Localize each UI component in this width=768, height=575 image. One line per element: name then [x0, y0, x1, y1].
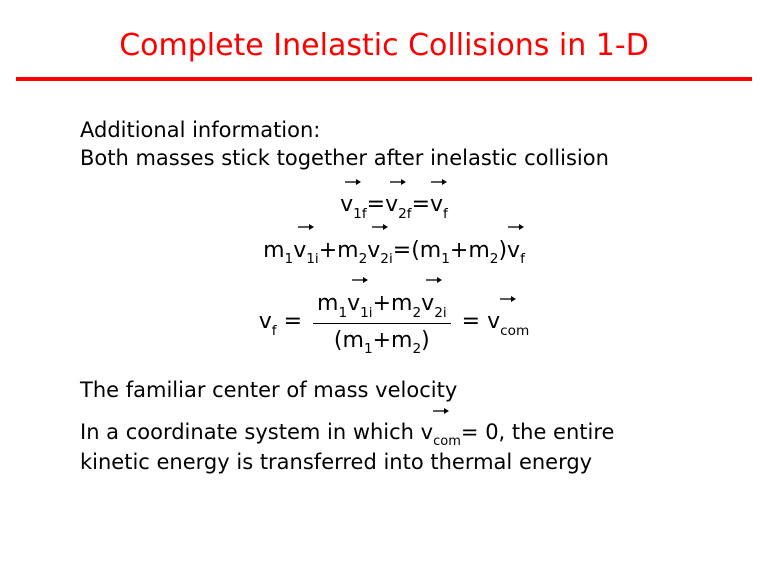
vec-v2i: v2i: [421, 289, 447, 320]
intro-line1: Additional information:: [80, 118, 320, 142]
equation-1: v1f = v2f = vf: [80, 190, 708, 221]
vec-vcom: vcom: [421, 419, 461, 449]
fraction: m1 v1i +m2 v2i (m1+m2): [313, 289, 451, 357]
outro-text: The familiar center of mass velocity In …: [80, 377, 708, 477]
equation-2: m1 v1i +m2 v2i =(m1+m2) vf: [80, 236, 708, 267]
vector-arrow-icon: [432, 407, 450, 415]
vec-vf: vf: [507, 236, 525, 267]
vector-arrow-icon: [499, 295, 517, 303]
intro-line2: Both masses stick together after inelast…: [80, 146, 609, 170]
vec-vf: vf: [430, 190, 448, 221]
vec-v1i: v1i: [293, 236, 319, 267]
vec-v2i: v2i: [367, 236, 393, 267]
equation-3: vf = m1 v1i +m2 v2i (m1+m2): [80, 289, 708, 357]
vector-arrow-icon: [507, 223, 525, 231]
vector-arrow-icon: [297, 223, 315, 231]
vector-arrow-icon: [430, 178, 448, 186]
vec-v2f: v2f: [385, 190, 412, 221]
vector-arrow-icon: [389, 178, 407, 186]
vector-arrow-icon: [425, 276, 443, 284]
vector-arrow-icon: [371, 223, 389, 231]
slide-title: Complete Inelastic Collisions in 1-D: [0, 0, 768, 77]
slide-body: Additional information: Both masses stic…: [0, 81, 768, 477]
vec-vcom: vcom: [487, 307, 529, 338]
vector-arrow-icon: [344, 178, 362, 186]
vector-arrow-icon: [351, 276, 369, 284]
slide: Complete Inelastic Collisions in 1-D Add…: [0, 0, 768, 575]
outro-line2: In a coordinate system in which vcom = 0…: [80, 419, 708, 477]
outro-line1: The familiar center of mass velocity: [80, 377, 708, 405]
intro-text: Additional information: Both masses stic…: [80, 117, 708, 172]
vec-v1f: v1f: [340, 190, 367, 221]
vec-v1i: v1i: [347, 289, 373, 320]
